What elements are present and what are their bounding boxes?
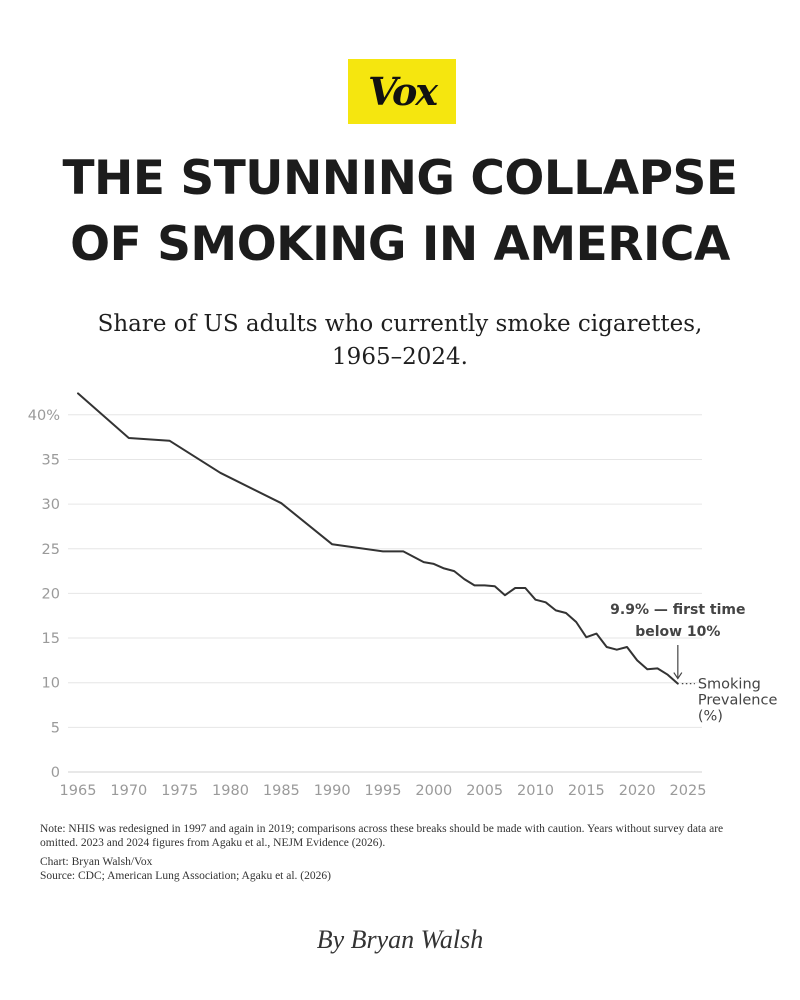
x-tick-label: 1995 [365, 783, 402, 799]
chart-notes: Note: NHIS was redesigned in 1997 and ag… [40, 822, 760, 883]
series-label: (%) [698, 709, 723, 725]
x-tick-label: 2010 [517, 783, 554, 799]
chart-credit: Chart: Bryan Walsh/Vox [40, 856, 153, 868]
byline: By Bryan Walsh [316, 925, 484, 954]
vox-logo-text: Vox [368, 69, 438, 114]
x-tick-label: 1965 [60, 783, 97, 799]
y-tick-label: 15 [42, 631, 60, 647]
x-tick-label: 1970 [110, 783, 147, 799]
series-label: Prevalence [698, 693, 778, 709]
note-text: Note: NHIS was redesigned in 1997 and ag… [40, 823, 724, 849]
subtitle-line-1: Share of US adults who currently smoke c… [97, 311, 703, 337]
y-tick-label: 35 [42, 452, 60, 468]
credits: Chart: Bryan Walsh/Vox Source: CDC; Amer… [40, 855, 760, 883]
x-tick-label: 2015 [568, 783, 605, 799]
subtitle-line-2: 1965–2024. [332, 344, 468, 370]
y-tick-label: 20 [42, 586, 60, 602]
annotation-text: 9.9% — first time [610, 602, 745, 618]
series-label: Smoking [698, 677, 761, 693]
chart-subtitle: Share of US adults who currently smoke c… [60, 308, 740, 374]
source-text: Source: CDC; American Lung Association; … [40, 870, 331, 882]
series-line-smoking-prevalence [77, 392, 679, 685]
headline-line-1: THE STUNNING COLLAPSE [62, 151, 739, 206]
y-tick-label: 0 [51, 765, 60, 781]
y-tick-label: 30 [42, 497, 60, 513]
annotation-arrow-head [673, 672, 683, 680]
x-tick-label: 1980 [212, 783, 249, 799]
y-tick-label: 10 [42, 676, 60, 692]
headline: THE STUNNING COLLAPSE OF SMOKING IN AMER… [0, 146, 800, 278]
y-tick-label: 40% [28, 408, 60, 424]
x-tick-label: 2020 [619, 783, 656, 799]
headline-line-2: OF SMOKING IN AMERICA [70, 217, 730, 272]
x-tick-label: 1975 [161, 783, 198, 799]
x-tick-label: 1990 [314, 783, 351, 799]
vox-logo: Vox [348, 59, 456, 124]
x-tick-label: 2005 [466, 783, 503, 799]
x-tick-label: 2000 [415, 783, 452, 799]
x-tick-label: 1985 [263, 783, 300, 799]
y-tick-label: 5 [51, 720, 60, 736]
x-tick-label: 2025 [670, 783, 707, 799]
y-tick-label: 25 [42, 542, 60, 558]
annotation-text: below 10% [635, 624, 720, 640]
